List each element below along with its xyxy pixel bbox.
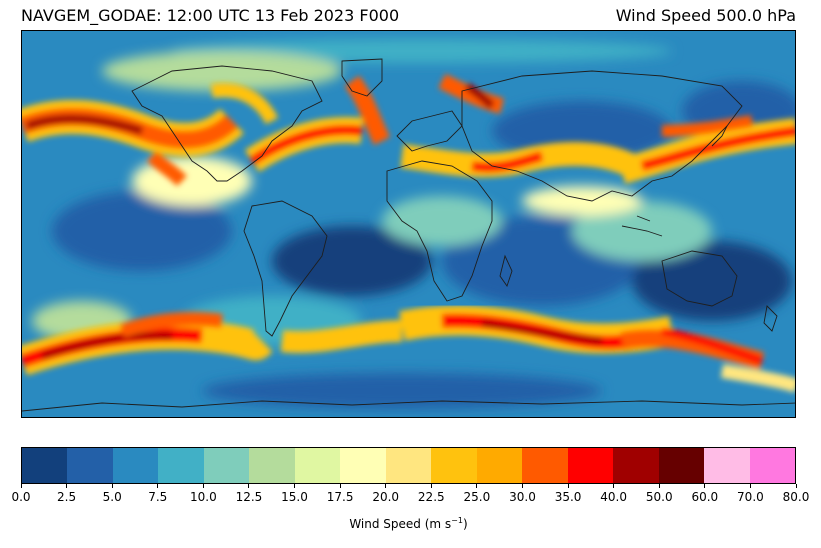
colorbar-segment <box>22 448 68 483</box>
new-zealand-coast <box>763 305 778 332</box>
antarctica-coast <box>22 400 795 412</box>
colorbar-segment <box>203 448 250 483</box>
wind-speed-map <box>21 30 796 418</box>
colorbar-segment <box>522 448 568 483</box>
colorbar-segment <box>340 448 386 483</box>
colorbar-tick-label: 5.0 <box>102 490 122 504</box>
colorbar-tick <box>704 484 706 488</box>
coastlines <box>22 58 795 412</box>
colorbar-tick-label: 17.5 <box>326 490 354 504</box>
colorbar-tick <box>521 484 523 488</box>
colorbar-segment <box>385 448 432 483</box>
colorbar-tick <box>795 484 797 488</box>
australia-coast <box>661 250 738 307</box>
colorbar-segment <box>431 448 477 483</box>
north-america-coast <box>131 65 323 182</box>
colorbar-tick-label: 35.0 <box>554 490 582 504</box>
japan-coast <box>711 125 728 147</box>
madagascar-coast <box>499 254 513 287</box>
colorbar-tick-label: 70.0 <box>737 490 764 504</box>
asia-coast <box>461 70 743 202</box>
colorbar-tick-label: 25.0 <box>463 490 491 504</box>
colorbar-tick <box>248 484 250 488</box>
map-title-right: Wind Speed 500.0 hPa <box>615 6 796 25</box>
colorbar-tick-label: 7.5 <box>148 490 168 504</box>
colorbar-segment <box>476 448 523 483</box>
colorbar-segment <box>567 448 614 483</box>
colorbar-tick-label: 60.0 <box>691 490 719 504</box>
colorbar-tick-label: 40.0 <box>600 490 627 504</box>
greenland-coast <box>341 58 383 97</box>
colorbar-segment <box>294 448 341 483</box>
colorbar-tick-label: 22.5 <box>417 490 445 504</box>
colorbar-tick-label: 12.5 <box>235 490 263 504</box>
colorbar-segment <box>749 448 795 483</box>
africa-coast <box>386 160 493 302</box>
colorbar-segment <box>158 448 204 483</box>
colorbar-label-close: ) <box>462 517 468 531</box>
colorbar-tick <box>658 484 660 488</box>
colorbar-segment <box>658 448 705 483</box>
colorbar-ticks: 0.0 2.5 5.0 7.5 10.0 12.5 15.0 17.5 20.0 22.5 25.0… <box>11 484 809 504</box>
southern-jet-stream <box>22 305 795 393</box>
colorbar-tick-label: 2.5 <box>57 490 77 504</box>
colorbar <box>21 447 796 484</box>
colorbar-label-text: Wind Speed (m s <box>349 517 452 531</box>
indonesia-coast <box>621 215 663 237</box>
colorbar-tick-label: 0.0 <box>11 490 31 504</box>
colorbar-tick-label: 10.0 <box>189 490 217 504</box>
colorbar-tick <box>157 484 159 488</box>
colorbar-tick-label: 80.0 <box>782 490 810 504</box>
colorbar-tick <box>294 484 296 488</box>
colorbar-segment <box>112 448 159 483</box>
colorbar-tick <box>749 484 751 488</box>
colorbar-tick <box>430 484 432 488</box>
colorbar-segment <box>249 448 295 483</box>
colorbar-segment <box>67 448 113 483</box>
colorbar-tick-label: 30.0 <box>509 490 536 504</box>
colorbar-tick <box>20 484 22 488</box>
colorbar-label-exponent: −1 <box>451 516 463 525</box>
colorbar-segment <box>704 448 750 483</box>
colorbar-tick <box>613 484 615 488</box>
colorbar-tick <box>385 484 387 488</box>
colorbar-tick <box>339 484 341 488</box>
colorbar-tick <box>111 484 113 488</box>
south-america-coast <box>243 200 328 337</box>
map-title-left: NAVGEM_GODAE: 12:00 UTC 13 Feb 2023 F000 <box>21 6 400 25</box>
colorbar-tick-label: 50.0 <box>645 490 673 504</box>
colorbar-segment <box>613 448 659 483</box>
colorbar-tick <box>567 484 569 488</box>
colorbar-tick-label: 20.0 <box>372 490 400 504</box>
colorbar-tick <box>202 484 204 488</box>
colorbar-tick <box>66 484 68 488</box>
northern-jet-stream <box>22 73 795 187</box>
colorbar-tick-label: 15.0 <box>281 490 308 504</box>
colorbar-label: Wind Speed (m s−1) <box>21 516 796 531</box>
colorbar-tick <box>476 484 478 488</box>
